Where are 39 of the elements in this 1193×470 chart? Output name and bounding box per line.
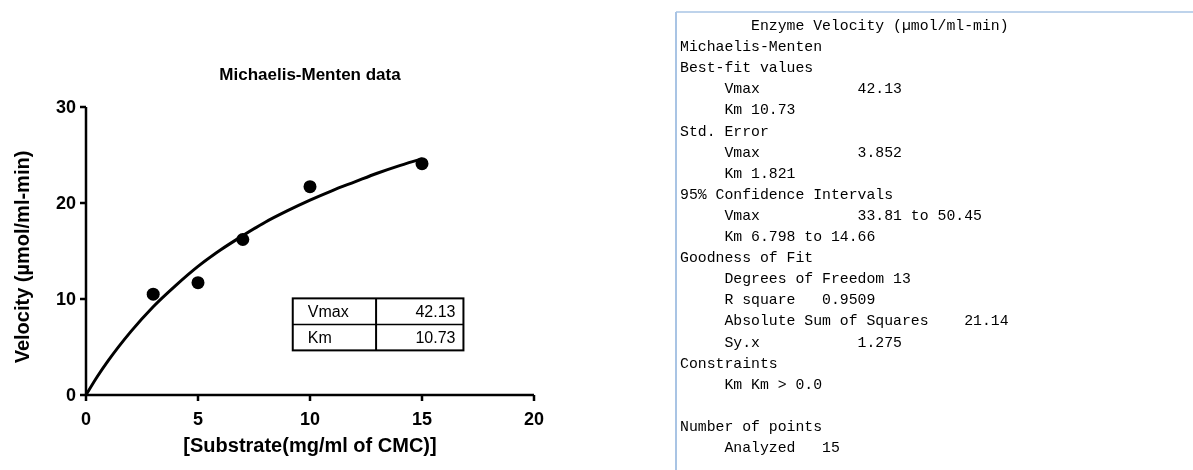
y-tick-label: 0	[65, 385, 76, 405]
annotation: Vmax	[307, 303, 349, 321]
text: Km Km > 0.0	[680, 376, 823, 393]
text: Km 10.73	[680, 102, 796, 119]
x-tick-label: 5	[192, 409, 204, 429]
y-tick-label: 10	[55, 289, 76, 309]
annotation: Km	[307, 329, 332, 347]
text: R square 0.9509	[680, 292, 876, 309]
text: Std. Error	[680, 123, 769, 140]
text: Michaelis-Menten	[680, 39, 823, 56]
x-axis-title: [Substrate(mg/ml of CMC)]	[183, 434, 437, 456]
text: Km 6.798 to 14.66	[680, 229, 876, 245]
text: Analyzed 15	[680, 440, 840, 456]
text: Number of points	[680, 418, 823, 435]
y-tick-label: 20	[55, 193, 76, 213]
annotation: 42.13	[415, 303, 456, 321]
point	[303, 180, 317, 194]
text: Vmax 33.81 to 50.45	[680, 207, 982, 224]
chart-title: Michaelis-Menten data	[219, 65, 402, 84]
text: Absolute Sum of Squares 21.14	[680, 313, 1009, 330]
x-tick-label: 15	[411, 409, 433, 429]
text: Constraints	[680, 355, 778, 372]
text: Enzyme Velocity (µmol/ml-min)	[680, 18, 1009, 34]
text: Vmax 42.13	[680, 81, 902, 98]
annotation: 10.73	[415, 329, 456, 347]
text: Degrees of Freedom 13	[680, 271, 911, 288]
text: 95% Confidence Intervals	[680, 186, 894, 203]
text: Goodness of Fit	[680, 250, 814, 267]
x-tick-label: 0	[80, 409, 92, 429]
x-tick-label: 10	[299, 409, 321, 429]
text: Vmax 3.852	[680, 144, 902, 161]
text: Sy.x 1.275	[680, 334, 902, 351]
y-tick-label: 30	[55, 97, 76, 117]
y-axis-title: Velocity (µmol/ml-min)	[11, 150, 33, 364]
x-tick-label: 20	[523, 409, 545, 429]
text: Best-fit values	[680, 60, 814, 77]
text: Km 1.821	[680, 165, 796, 182]
point	[191, 276, 205, 290]
point	[146, 287, 160, 301]
